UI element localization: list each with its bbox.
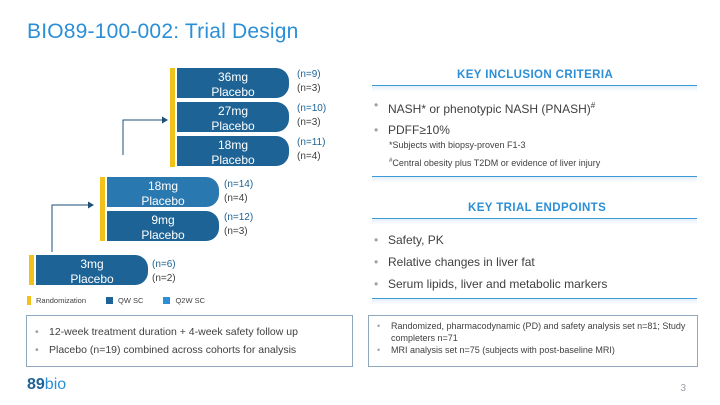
summary-item: Randomized, pharmacodynamic (PD) and saf… [377, 320, 695, 344]
inclusion-rule-shade [372, 86, 697, 92]
n-dose: (n=14) [224, 179, 254, 190]
placebo-label: Placebo [70, 272, 114, 286]
inclusion-heading: KEY INCLUSION CRITERIA [457, 69, 614, 81]
dose-label: 18mg [217, 138, 249, 152]
footnote-mark: # [389, 158, 393, 164]
placebo-label: Placebo [211, 119, 255, 133]
legend-q2w: Q2W SC [163, 296, 205, 305]
endpoints-list: Safety, PK Relative changes in liver fat… [374, 229, 607, 295]
randomization-bar-cohort-1 [29, 255, 34, 285]
n-placebo: (n=2) [152, 273, 176, 284]
arm-9mg: 9mg Placebo [107, 211, 219, 242]
logo-part-2: bio [44, 376, 67, 393]
arm-36mg: 36mg Placebo [177, 68, 289, 99]
summary-item: Placebo (n=19) combined across cohorts f… [35, 341, 298, 359]
arm-3mg-counts: (n=6) (n=2) [152, 258, 176, 286]
endpoint-item: Serum lipids, liver and metabolic marker… [374, 273, 607, 295]
inclusion-rule [372, 85, 697, 86]
legend-label: QW SC [118, 296, 144, 305]
inclusion-list: NASH* or phenotypic NASH (PNASH)# PDFF≥1… [374, 95, 595, 141]
n-placebo: (n=4) [224, 193, 248, 204]
arm-18mg-qw: 18mg Placebo [177, 136, 289, 167]
endpoint-item: Safety, PK [374, 229, 607, 251]
inclusion-bottom-shade [372, 177, 697, 183]
randomization-bar-cohort-3 [170, 68, 175, 167]
inclusion-footnote-2: #Central obesity plus T2DM or evidence o… [389, 154, 600, 170]
randomization-bar-cohort-2 [100, 177, 105, 241]
dose-label: 9mg [151, 213, 175, 227]
dose-label: 36mg [217, 70, 249, 84]
inclusion-item-text: NASH* or phenotypic NASH (PNASH) [388, 102, 591, 116]
slide-title: BIO89-100-002: Trial Design [27, 20, 299, 43]
legend: Randomization QW SC Q2W SC [27, 296, 225, 305]
inclusion-item-text: PDFF≥10% [388, 123, 450, 137]
n-dose: (n=11) [297, 137, 326, 148]
endpoints-bottom-shade [372, 299, 697, 305]
endpoint-item: Relative changes in liver fat [374, 251, 607, 273]
arm-18mg-qw-counts: (n=11) (n=4) [297, 136, 325, 164]
company-logo: 89bio [27, 376, 66, 394]
inclusion-superscript: # [590, 101, 596, 110]
arm-18mg-q2w-counts: (n=14) (n=4) [224, 178, 253, 206]
dose-label: 18mg [147, 179, 179, 193]
inclusion-footnote-1: *Subjects with biopsy-proven F1-3 [389, 140, 526, 150]
inclusion-item: NASH* or phenotypic NASH (PNASH)# [374, 95, 595, 120]
arm-3mg: 3mg Placebo [36, 255, 148, 286]
n-placebo: (n=3) [297, 117, 321, 128]
inclusion-bottom-rule [372, 176, 697, 177]
n-placebo: (n=4) [297, 151, 321, 162]
endpoints-rule-shade [372, 219, 697, 225]
footnote-text: Central obesity plus T2DM or evidence of… [392, 158, 601, 168]
legend-label: Randomization [36, 296, 87, 305]
arm-18mg-q2w: 18mg Placebo [107, 177, 219, 208]
summary-left-list: 12-week treatment duration + 4-week safe… [35, 323, 298, 359]
page-number: 3 [680, 383, 686, 394]
summary-box-right: Randomized, pharmacodynamic (PD) and saf… [368, 315, 698, 367]
summary-item: 12-week treatment duration + 4-week safe… [35, 323, 298, 341]
n-placebo: (n=3) [224, 226, 248, 237]
randomization-swatch [27, 296, 31, 305]
arm-36mg-counts: (n=9) (n=3) [297, 68, 321, 96]
endpoints-rule [372, 218, 697, 219]
inclusion-item: PDFF≥10% [374, 120, 595, 141]
endpoints-heading: KEY TRIAL ENDPOINTS [468, 202, 607, 214]
placebo-label: Placebo [211, 153, 255, 167]
n-dose: (n=12) [224, 212, 254, 223]
legend-qw: QW SC [106, 296, 143, 305]
arm-9mg-counts: (n=12) (n=3) [224, 211, 253, 239]
n-dose: (n=6) [152, 259, 176, 270]
legend-randomization: Randomization [27, 296, 86, 305]
placebo-label: Placebo [141, 194, 185, 208]
summary-right-list: Randomized, pharmacodynamic (PD) and saf… [377, 320, 695, 356]
n-dose: (n=10) [297, 103, 327, 114]
summary-item: MRI analysis set n=75 (subjects with pos… [377, 344, 695, 356]
placebo-label: Placebo [211, 85, 255, 99]
n-dose: (n=9) [297, 69, 321, 80]
logo-part-1: 89 [27, 376, 45, 393]
n-placebo: (n=3) [297, 83, 321, 94]
qw-swatch [106, 297, 114, 304]
legend-label: Q2W SC [175, 296, 206, 305]
placebo-label: Placebo [141, 228, 185, 242]
arm-27mg-counts: (n=10) (n=3) [297, 102, 326, 130]
q2w-swatch [163, 297, 171, 304]
dose-label: 3mg [80, 257, 104, 271]
summary-box-left: 12-week treatment duration + 4-week safe… [26, 315, 353, 367]
dose-label: 27mg [217, 104, 249, 118]
arm-27mg: 27mg Placebo [177, 102, 289, 133]
endpoints-bottom-rule [372, 298, 697, 299]
